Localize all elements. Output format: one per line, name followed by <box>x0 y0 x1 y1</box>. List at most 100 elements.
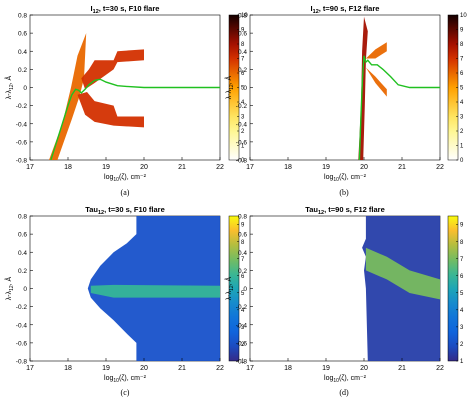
plot-content <box>362 216 440 361</box>
heatmap-region-core-band <box>90 284 220 298</box>
x-tick-label: 19 <box>322 164 330 171</box>
colorbar-tick-label: 7 <box>460 57 464 63</box>
y-tick-label: 0.4 <box>238 250 247 257</box>
y-tick-label: 0.2 <box>18 268 27 275</box>
y-tick-label: -0.4 <box>236 322 248 329</box>
x-axis-label-rest: (ζ), cm⁻² <box>339 375 367 382</box>
chart-title-sub: 12 <box>313 9 319 15</box>
x-tick-label: 21 <box>178 164 186 171</box>
y-tick-label: 0.4 <box>238 49 247 56</box>
y-tick-label: 0.2 <box>18 67 27 74</box>
y-tick-label: -0.2 <box>236 103 248 110</box>
x-tick-label: 20 <box>360 164 368 171</box>
chart-title-main: Tau <box>85 205 98 214</box>
y-tick-label: 0.6 <box>238 31 247 38</box>
y-tick-label: 0.2 <box>238 268 247 275</box>
colorbar-tick-label: 10 <box>241 13 248 19</box>
colorbar-tick-label: 5 <box>460 291 464 297</box>
colorbar-tick-label: 3 <box>241 115 245 121</box>
x-tick-label: 18 <box>284 164 292 171</box>
x-tick-label: 21 <box>398 164 406 171</box>
heatmap-region-lower-wing <box>77 92 144 128</box>
x-axis-label: log10(ζ), cm⁻² <box>104 174 147 183</box>
chart-title: Tau12, t=30 s, F10 flare <box>85 205 165 216</box>
panel-a: 17 18 19 20 21 22-0.8-0.6-0.4-0.200.20.40.60.… <box>4 4 248 183</box>
colorbar-bar <box>447 215 459 362</box>
colorbar-tick-label: 5 <box>241 86 245 92</box>
heatmap-region-domain <box>362 216 440 361</box>
y-axis-label-rest: , Å <box>4 75 13 84</box>
chart-title-main: I <box>311 4 313 13</box>
heatmap-region-upper-wing <box>365 42 387 59</box>
colorbar-tick-label: 1 <box>460 359 464 365</box>
colorbar-tick-label: 4 <box>241 100 245 106</box>
x-tick-label: 17 <box>26 164 34 171</box>
chart-title-sub: 12 <box>93 9 99 15</box>
x-tick-label: 18 <box>284 365 292 372</box>
colorbar-tick-label: 6 <box>241 71 245 77</box>
panel-c: 17 18 19 20 21 22-0.8-0.6-0.4-0.200.20.40.60.… <box>4 205 245 384</box>
y-axis-label-main: λ-λ <box>226 290 233 300</box>
y-tick-label: -0.4 <box>16 322 28 329</box>
y-tick-label: -0.8 <box>236 359 248 366</box>
y-tick-label: 0.8 <box>18 13 27 20</box>
x-tick-label: 20 <box>140 365 148 372</box>
y-axis-label-sub: 12 <box>229 285 235 291</box>
colorbar-tick-label: 9 <box>460 223 464 229</box>
y-tick-label: -0.2 <box>236 304 248 311</box>
y-tick-label: -0.6 <box>16 340 28 347</box>
x-tick-label: 21 <box>398 365 406 372</box>
y-tick-label: -0.2 <box>16 103 28 110</box>
y-tick-label: 0 <box>243 286 247 293</box>
y-tick-label: -0.2 <box>16 304 28 311</box>
colorbar-bar <box>228 215 240 362</box>
colorbar-tick-label: 2 <box>241 129 245 135</box>
y-tick-label: -0.4 <box>236 121 248 128</box>
x-axis-label-sub: 10 <box>113 378 119 384</box>
colorbar-tick-label: 10 <box>460 13 467 19</box>
colorbar: 0 1 2 3 4 5 6 7 8 9 10 <box>447 13 467 164</box>
y-axis-label-rest: , Å <box>224 276 233 285</box>
caption-b: (b) <box>339 188 349 197</box>
y-tick-label: 0.4 <box>18 250 27 257</box>
x-tick-label: 17 <box>246 365 254 372</box>
x-axis-label-main: log <box>104 174 113 181</box>
heatmap-region-lower-wing <box>365 67 387 97</box>
y-tick-label: 0.6 <box>18 31 27 38</box>
panel-d: 17 18 19 20 21 22-0.8-0.6-0.4-0.200.20.40.60.… <box>224 205 464 384</box>
chart-title: I12, t=30 s, F10 flare <box>91 4 160 15</box>
chart-title-rest: , t=30 s, F10 flare <box>99 4 160 13</box>
colorbar-tick-label: 4 <box>460 308 464 314</box>
colorbar-tick-label: 3 <box>241 325 245 331</box>
y-tick-label: -0.6 <box>236 340 248 347</box>
x-tick-label: 22 <box>436 365 444 372</box>
x-tick-label: 17 <box>246 164 254 171</box>
y-tick-label: 0.8 <box>238 13 247 20</box>
line-series <box>50 78 220 160</box>
colorbar: 1 2 3 4 5 6 7 8 9 <box>447 215 464 365</box>
y-tick-label: 0.8 <box>18 214 27 221</box>
heatmap-region-bright-wedge <box>365 247 440 300</box>
x-tick-label: 17 <box>26 365 34 372</box>
y-tick-label: 0 <box>243 85 247 92</box>
caption-d: (d) <box>339 388 349 397</box>
x-tick-label: 19 <box>102 164 110 171</box>
colorbar-tick-label: 2 <box>460 342 464 348</box>
x-tick-label: 22 <box>216 164 224 171</box>
colorbar-tick-label: 5 <box>460 86 464 92</box>
x-axis-label-main: log <box>104 375 113 382</box>
y-axis-label-sub: 12 <box>9 84 15 90</box>
x-tick-label: 20 <box>140 164 148 171</box>
y-axis-label: λ-λ12, Å <box>4 75 15 99</box>
y-tick-label: 0.6 <box>18 232 27 239</box>
y-axis-label-main: λ-λ <box>6 89 13 99</box>
plot-content <box>49 33 220 160</box>
x-axis-label-main: log <box>324 375 333 382</box>
x-axis-label-rest: (ζ), cm⁻² <box>119 375 147 382</box>
y-axis-label: λ-λ12, Å <box>224 75 235 99</box>
y-tick-label: -0.8 <box>236 158 248 165</box>
chart-title-main: Tau <box>305 205 318 214</box>
x-axis-label-sub: 10 <box>333 177 339 183</box>
x-axis-label: log10(ζ), cm⁻² <box>104 375 147 384</box>
